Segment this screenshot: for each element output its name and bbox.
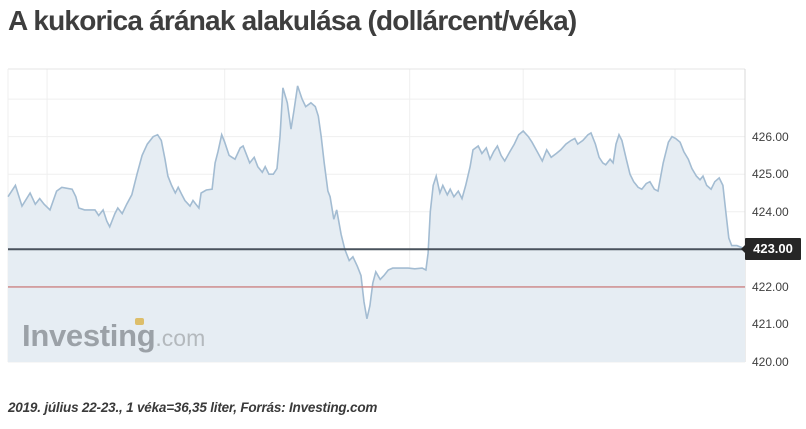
y-tick-label: 425.00 xyxy=(752,167,789,182)
price-line xyxy=(7,85,746,319)
watermark-tld-text: .com xyxy=(155,325,206,351)
y-tick-label: 420.00 xyxy=(752,355,789,369)
current-price-badge: 423.00 xyxy=(741,238,801,261)
watermark-logo-dot-icon xyxy=(135,318,144,325)
y-tick-label: 424.00 xyxy=(752,204,789,219)
investing-watermark: Investing .com xyxy=(22,318,206,353)
source-footnote: 2019. július 22-23., 1 véka=36,35 liter,… xyxy=(8,400,378,415)
y-tick-label: 422.00 xyxy=(752,279,789,294)
y-tick-label: 426.00 xyxy=(752,129,789,144)
price-area-fill xyxy=(8,85,745,363)
watermark-brand-text: Investing xyxy=(22,318,156,353)
page-title: A kukorica árának alakulása (dollárcent/… xyxy=(8,5,577,36)
y-tick-label: 421.00 xyxy=(752,317,789,332)
